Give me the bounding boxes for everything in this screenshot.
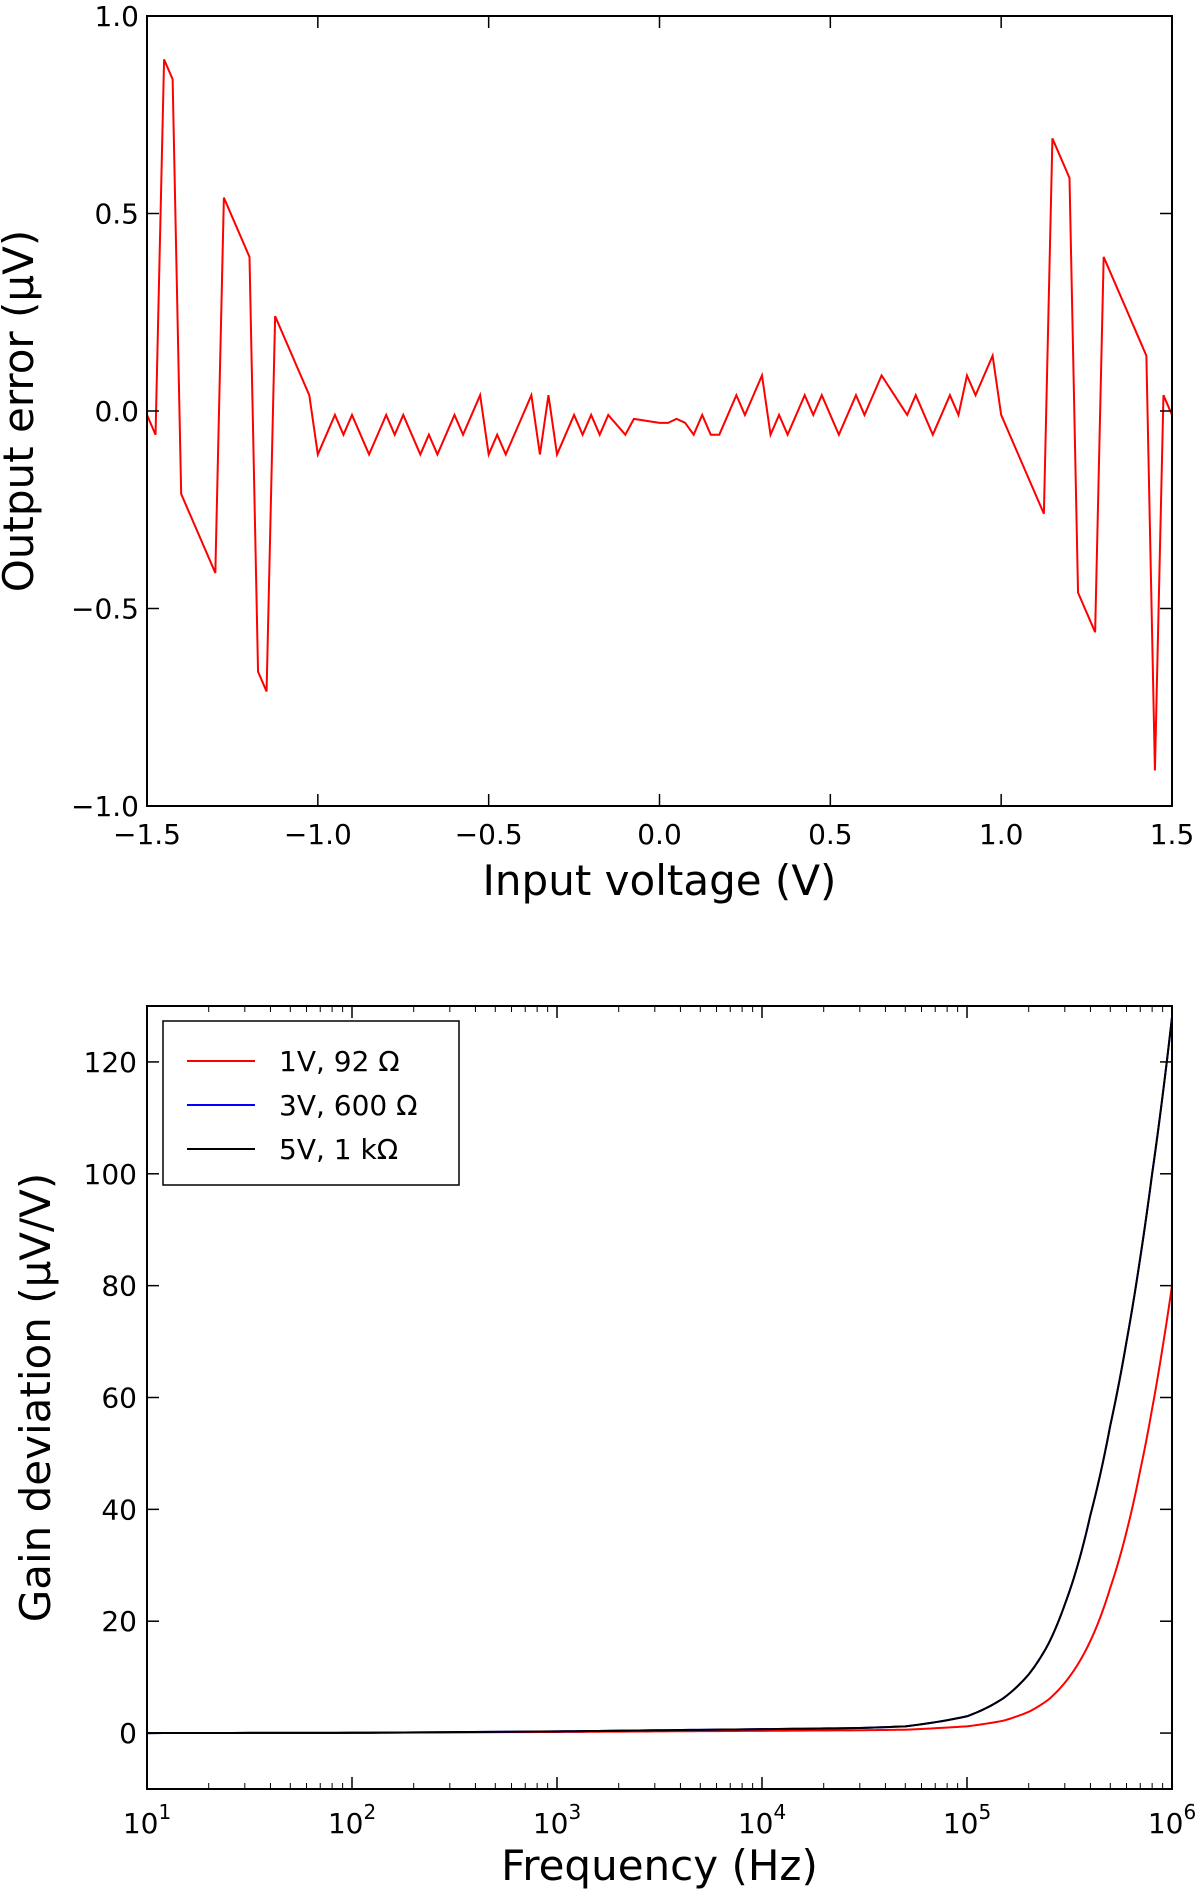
output-error-x-ticks: −1.5 −1.0 −0.5 0.0 0.5 1.0 1.5 [113,16,1194,851]
gain-deviation-line-0 [146,1285,1173,1735]
y-tick-label: 1.0 [94,0,139,33]
output-error-line-0 [146,59,1173,771]
gain-deviation-x-ticks: 101 102 103 104 105 106 [123,1006,1196,1840]
output-error-series-group [146,59,1173,771]
output-error-chart: −1.5 −1.0 −0.5 0.0 0.5 1.0 1.5 −1.0−0.50.00.51… [0,0,1194,905]
gain-deviation-legend: 1V, 92 Ω 3V, 600 Ω 5V, 1 kΩ [162,1020,460,1186]
gain-deviation-line-2 [146,1017,1173,1735]
output-error-y-axis-label: Output error (μV) [0,230,43,593]
gain-deviation-y-axis-label: Gain deviation (μV/V) [11,1173,60,1623]
gain-deviation-y-ticks: 0 20 40 60 80 100 120 [84,1046,1172,1750]
x-tick-label: 105 [943,1800,991,1840]
x-tick-label: 1.5 [1150,818,1195,851]
y-tick-label: −0.5 [71,593,139,626]
output-error-plot-frame [146,15,1173,807]
y-tick-label: −1.0 [71,790,139,823]
y-tick-label: 0.0 [94,395,139,428]
y-tick-label: 0.5 [94,198,139,231]
x-tick-label: 106 [1148,1800,1196,1840]
legend-label: 1V, 92 Ω [279,1045,400,1078]
x-tick-label: −1.5 [113,818,181,851]
x-tick-label: 0.5 [808,818,853,851]
x-tick-label: 102 [328,1800,376,1840]
gain-deviation-series-group [146,1017,1173,1735]
gain-deviation-x-axis-label: Frequency (Hz) [501,1841,818,1890]
x-tick-label: 104 [738,1800,786,1840]
x-tick-label: −0.5 [455,818,523,851]
x-tick-label: 1.0 [979,818,1024,851]
y-tick-label: 40 [101,1493,137,1526]
y-tick-label: 80 [101,1270,137,1303]
output-error-x-axis-label: Input voltage (V) [483,856,837,905]
legend-label: 3V, 600 Ω [279,1089,418,1122]
legend-box [162,1020,460,1186]
x-tick-label: 101 [123,1800,171,1840]
output-error-y-ticks: −1.0 −0.5 0.0 0.5 1.0 [71,0,1172,823]
x-tick-label: 103 [533,1800,581,1840]
gain-deviation-chart: 101 102 103 104 105 106 0 20 40 60 80 100 120 Frequ… [11,1005,1196,1890]
x-tick-label: −1.0 [284,818,352,851]
y-tick-label: 20 [101,1605,137,1638]
x-tick-label: 0.0 [637,818,682,851]
y-tick-label: 120 [84,1046,137,1079]
legend-label: 5V, 1 kΩ [279,1133,398,1166]
y-tick-label: 100 [84,1158,137,1191]
y-tick-label: 60 [101,1382,137,1415]
y-tick-label: 0 [119,1717,137,1750]
